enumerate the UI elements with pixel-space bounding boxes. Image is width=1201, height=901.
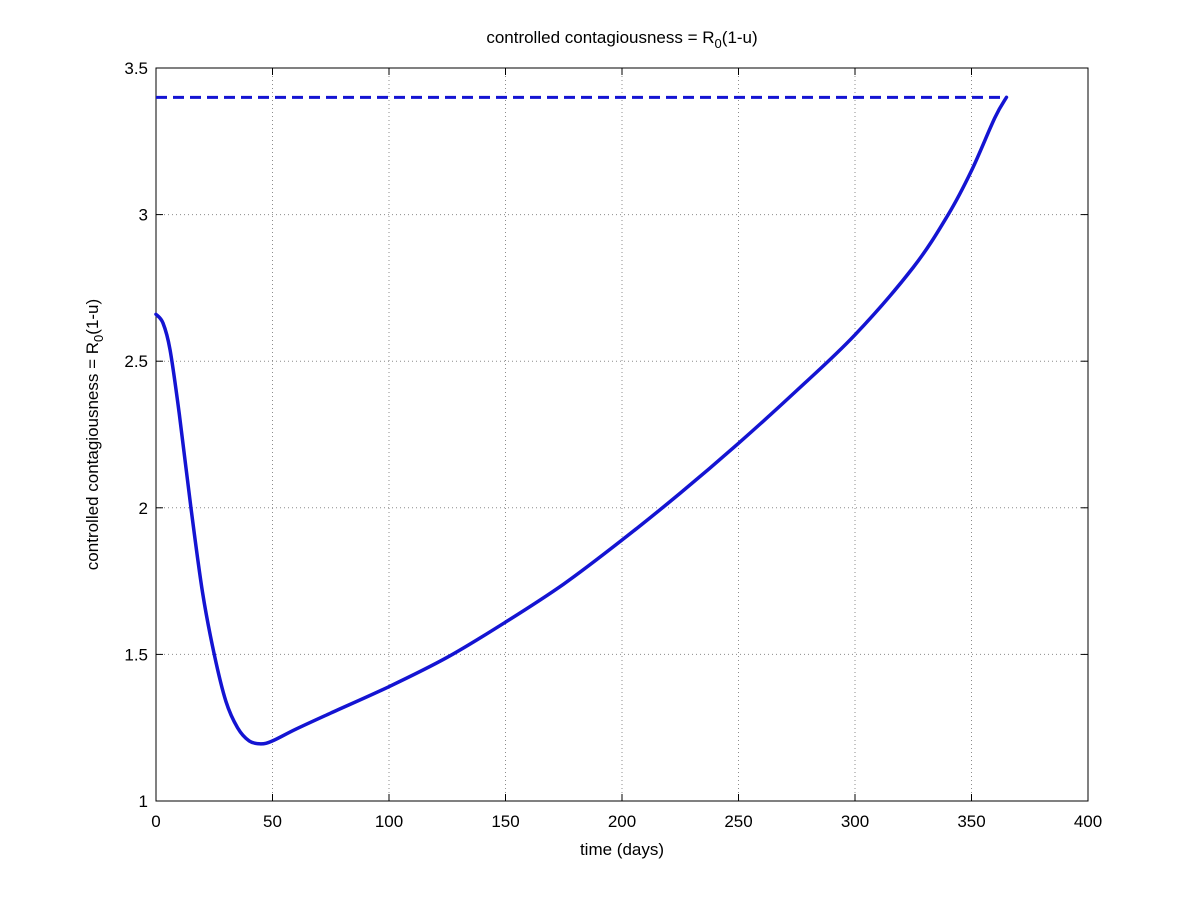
- x-tick-label: 0: [151, 812, 160, 831]
- axis-ticks: 0 50 100 150 200 250 300 350 400 1 1.5 2 2.5 3 3.5: [124, 59, 1102, 831]
- x-tick-label: 300: [841, 812, 869, 831]
- chart-title-main: controlled contagiousness = R: [486, 28, 714, 47]
- x-tick-label: 150: [491, 812, 519, 831]
- series-line-solid: [154, 95, 1009, 746]
- y-axis-title-suffix: (1-u): [83, 299, 102, 335]
- y-tick-label: 1: [139, 792, 148, 811]
- y-axis-title-subscript: 0: [91, 335, 106, 342]
- y-tick-label: 3.5: [124, 59, 148, 78]
- x-tick-label: 200: [608, 812, 636, 831]
- chart-title: controlled contagiousness = R0(1-u): [486, 28, 757, 51]
- chart-title-subscript: 0: [715, 36, 722, 51]
- x-axis-title: time (days): [580, 840, 664, 859]
- x-tick-label: 50: [263, 812, 282, 831]
- chart-title-suffix: (1-u): [722, 28, 758, 47]
- y-tick-label: 2.5: [124, 352, 148, 371]
- x-tick-label: 100: [375, 812, 403, 831]
- y-tick-label: 2: [139, 499, 148, 518]
- x-tick-label: 350: [957, 812, 985, 831]
- y-tick-label: 3: [139, 206, 148, 225]
- gridlines: [156, 68, 1088, 801]
- series-group: [154, 95, 1009, 746]
- y-axis-title: controlled contagiousness = R0(1-u): [83, 299, 106, 570]
- y-axis-title-main: controlled contagiousness = R: [83, 342, 102, 570]
- x-tick-label: 400: [1074, 812, 1102, 831]
- x-tick-label: 250: [724, 812, 752, 831]
- y-tick-label: 1.5: [124, 645, 148, 664]
